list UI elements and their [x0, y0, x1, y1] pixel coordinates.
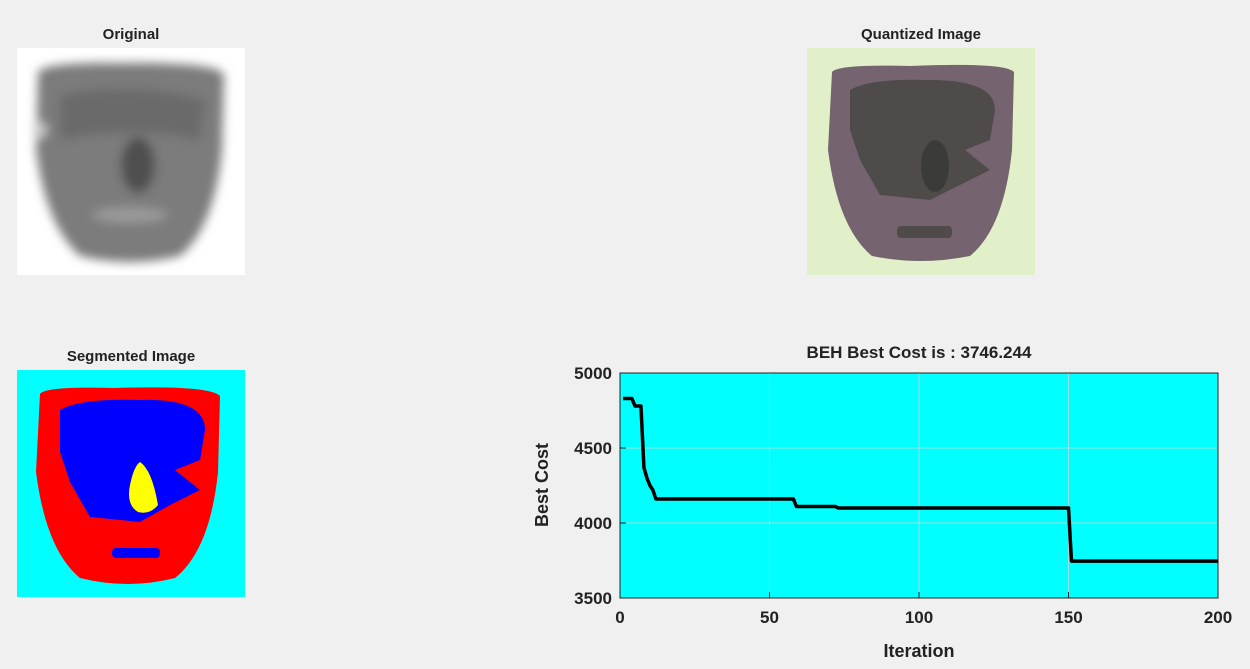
y-axis-label: Best Cost [532, 443, 552, 527]
image-title: Segmented Image [67, 348, 195, 365]
image-title: Quantized Image [861, 26, 981, 43]
original-image [17, 48, 245, 275]
x-axis-label: Iteration [883, 641, 954, 661]
image-title: Original [103, 26, 160, 43]
y-tick-label: 3500 [574, 589, 612, 608]
y-tick-label: 4500 [574, 439, 612, 458]
x-tick-label: 50 [760, 608, 779, 627]
axes-box [619, 372, 1219, 599]
x-tick-label: 200 [1204, 608, 1232, 627]
x-tick-label: 100 [905, 608, 933, 627]
data-line [622, 396, 1218, 563]
x-tick-label: 0 [615, 608, 624, 627]
y-tick-label: 5000 [574, 364, 612, 383]
x-tick-label: 150 [1054, 608, 1082, 627]
y-tick-label: 4000 [574, 514, 612, 533]
segmented-image [17, 370, 245, 597]
chart-title: BEH Best Cost is : 3746.244 [807, 343, 1032, 362]
quantized-image [807, 48, 1035, 275]
